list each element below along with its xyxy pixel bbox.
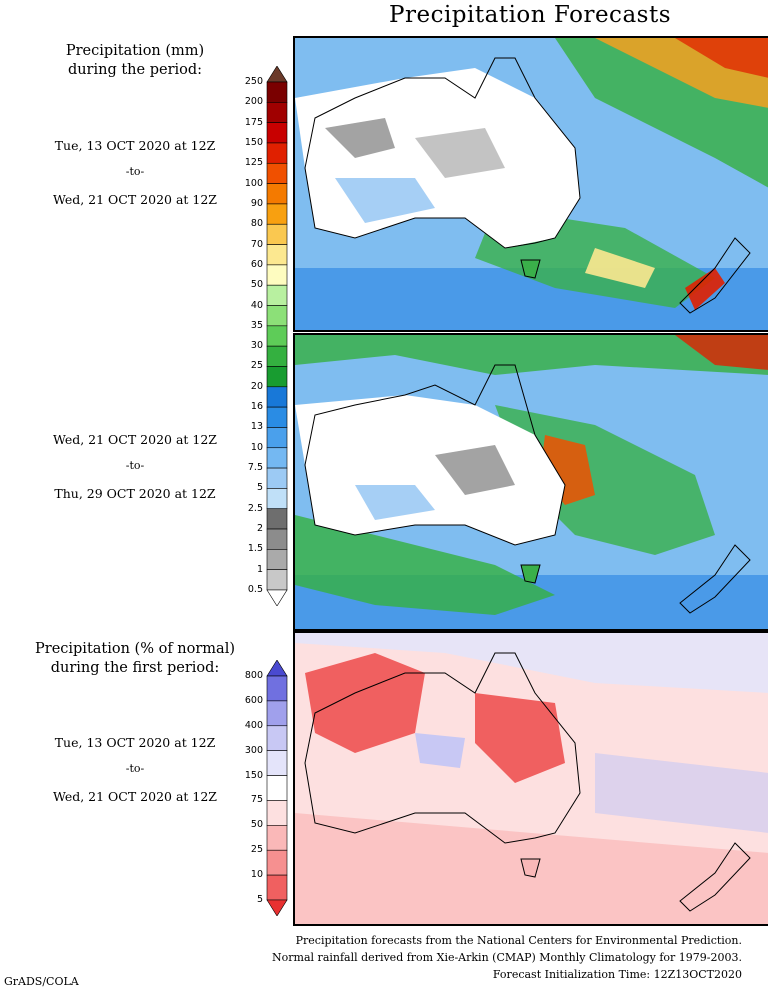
colorbar-tick-label: 300 [244, 744, 263, 756]
colorbar-tick-label: 7.5 [247, 462, 263, 474]
colorbar-segment [266, 800, 288, 826]
colorbar-tick-label: 175 [244, 116, 263, 128]
colorbar-segment [266, 750, 288, 776]
colorbar-tick-label: 40 [250, 299, 263, 311]
colorbar-tick-label: 13 [250, 421, 263, 433]
precip-colorbar [266, 66, 288, 606]
colorbar-top-arrow [266, 660, 288, 677]
colorbar-segment [266, 569, 288, 591]
colorbar-segment [266, 874, 288, 901]
colorbar-tick-label: 5 [256, 482, 263, 494]
colorbar-segment [266, 366, 288, 388]
colorbar-top-arrow [266, 66, 288, 83]
credit-label: GrADS/COLA [4, 975, 79, 988]
colorbar-segment [266, 849, 288, 876]
colorbar-tick-label: 30 [250, 340, 263, 352]
colorbar-tick-label: 80 [250, 218, 263, 230]
colorbar-segment [266, 162, 288, 184]
colorbar-segment [266, 203, 288, 225]
forecast-map-period-2 [293, 333, 768, 631]
colorbar-tick-label: 50 [250, 819, 263, 831]
colorbar-tick-label: 25 [250, 360, 263, 372]
colorbar-segment [266, 700, 288, 727]
colorbar-tick-label: 16 [250, 401, 263, 413]
colorbar-segment [266, 325, 288, 347]
precip-heading: Precipitation (mm) during the period: [65, 43, 205, 78]
colorbar-tick-label: 75 [250, 794, 263, 806]
colorbar-tick-label: 250 [244, 76, 263, 87]
colorbar-tick-label: 200 [244, 96, 263, 108]
colorbar-tick-label: 60 [250, 258, 263, 270]
colorbar-segment [266, 406, 288, 428]
percent-of-normal-map [293, 631, 768, 926]
colorbar-segment [266, 508, 288, 530]
colorbar-segment [266, 675, 288, 702]
colorbar-segment [266, 284, 288, 306]
colorbar-tick-label: 25 [250, 844, 263, 856]
colorbar-tick-label: 10 [250, 869, 263, 881]
colorbar-tick-label: 90 [250, 197, 263, 209]
colorbar-tick-label: 5 [256, 894, 263, 905]
colorbar-tick-label: 20 [250, 380, 263, 392]
colorbar-segment [266, 447, 288, 469]
colorbar-tick-label: 150 [244, 136, 263, 148]
colorbar-segment [266, 725, 288, 751]
colorbar-segment [266, 427, 288, 449]
colorbar-segment [266, 183, 288, 205]
colorbar-bottom-arrow [266, 589, 288, 606]
colorbar-segment [266, 528, 288, 550]
colorbar-segment [266, 775, 288, 801]
colorbar-segment [266, 102, 288, 123]
colorbar-tick-label: 100 [244, 177, 263, 189]
colorbar-tick-label: 1.5 [247, 543, 263, 555]
footer-notes: Precipitation forecasts from the Nationa… [272, 934, 742, 981]
colorbar-tick-label: 35 [250, 319, 263, 331]
colorbar-segment [266, 825, 288, 851]
colorbar-segment [266, 549, 288, 570]
colorbar-tick-label: 1 [256, 563, 263, 575]
colorbar-tick-label: 600 [244, 694, 263, 706]
colorbar-segment [266, 345, 288, 367]
colorbar-segment [266, 142, 288, 164]
colorbar-segment [266, 244, 288, 266]
colorbar-tick-label: 150 [244, 769, 263, 781]
colorbar-tick-label: 0.5 [247, 584, 263, 595]
forecast-map-period-1 [293, 36, 768, 332]
colorbar-segment [266, 386, 288, 408]
colorbar-bottom-arrow [266, 899, 288, 916]
percent-colorbar [266, 660, 288, 916]
colorbar-segment [266, 488, 288, 510]
colorbar-tick-label: 125 [244, 157, 263, 169]
colorbar-segment [266, 467, 288, 489]
colorbar-segment [266, 81, 288, 103]
colorbar-tick-label: 800 [244, 670, 263, 681]
colorbar-tick-label: 10 [250, 441, 263, 453]
colorbar-tick-label: 50 [250, 279, 263, 291]
page-title: Precipitation Forecasts [388, 2, 672, 28]
colorbar-tick-label: 70 [250, 238, 263, 250]
colorbar-segment [266, 264, 288, 286]
colorbar-segment [266, 223, 288, 245]
anomaly-heading: Precipitation (% of normal) during the f… [35, 641, 235, 676]
colorbar-segment [266, 122, 288, 144]
colorbar-tick-label: 2 [256, 523, 263, 535]
colorbar-segment [266, 305, 288, 327]
colorbar-tick-label: 2.5 [247, 502, 263, 514]
colorbar-tick-label: 400 [244, 719, 263, 731]
